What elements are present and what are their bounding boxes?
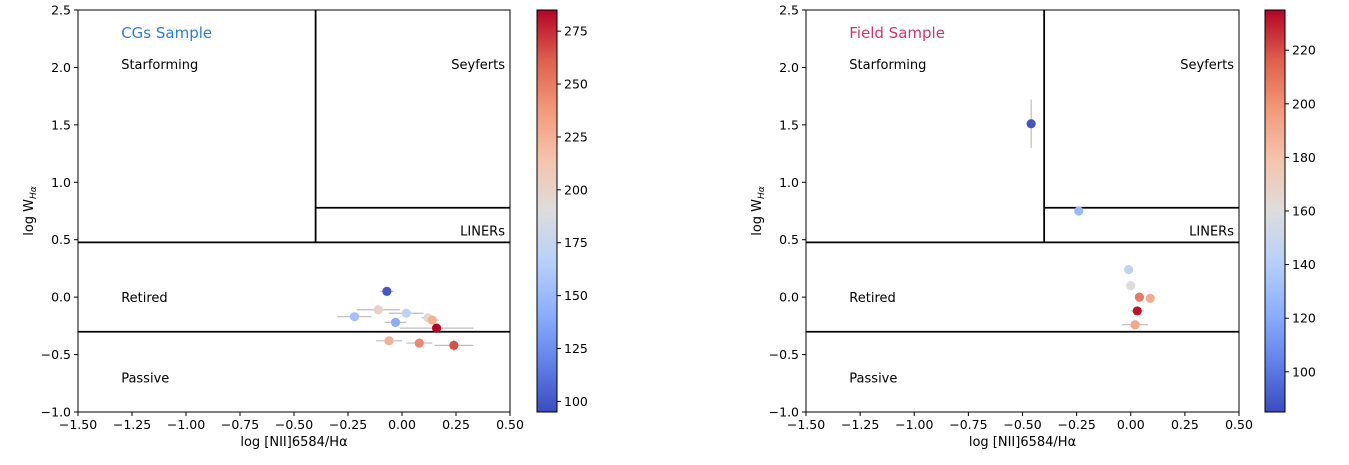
colorbar-tick-label: 160 [1292, 204, 1316, 219]
y-tick-label: 1.0 [51, 175, 71, 190]
chart-title: Field Sample [849, 24, 945, 42]
region-label: Starforming [849, 58, 926, 73]
data-point [431, 323, 442, 333]
y-tick-label: −1.0 [769, 405, 799, 420]
y-tick-label: 2.0 [51, 60, 71, 75]
y-tick-label: −0.5 [41, 347, 71, 362]
data-point [1130, 320, 1140, 330]
y-axis-label: log WHα [750, 186, 767, 236]
x-tick-label: 0.50 [496, 417, 524, 432]
chart-panel-1: Starforming Seyferts LINERs Retired Passive C… [22, 3, 588, 451]
y-axis-label-sub: Hα [757, 186, 767, 199]
colorbar-tick-label: 150 [564, 288, 588, 303]
data-point [349, 312, 360, 322]
y-tick-label: −1.0 [41, 405, 71, 420]
x-tick-label: −0.75 [221, 417, 259, 432]
y-tick-label: 0.0 [51, 290, 71, 305]
data-point [1132, 306, 1142, 316]
y-tick-label: 2.0 [779, 60, 799, 75]
colorbar-tick-label: 175 [564, 235, 588, 250]
colorbar-tick-label: 120 [1292, 311, 1316, 326]
x-tick-label: 0.25 [1171, 417, 1199, 432]
x-axis-label: log [NII]6584/Hα [969, 435, 1076, 450]
data-point [401, 308, 411, 318]
colorbar-tick-label: 140 [1292, 257, 1316, 272]
x-tick-label: −0.50 [1003, 417, 1041, 432]
x-tick-label: −0.25 [1057, 417, 1095, 432]
y-axis-label-main: log W [22, 199, 37, 236]
region-label: Seyferts [451, 58, 505, 73]
region-label: LINERs [460, 225, 505, 240]
y-tick-label: −0.5 [769, 347, 799, 362]
x-tick-label: 0.00 [388, 417, 416, 432]
x-tick-label: −1.00 [895, 417, 933, 432]
y-tick-label: 0.0 [779, 290, 799, 305]
colorbar-tick-label: 220 [1292, 43, 1316, 58]
colorbar-tick-label: 200 [1292, 96, 1316, 111]
data-point [1123, 264, 1134, 275]
region-label: Passive [121, 372, 169, 387]
x-tick-label: 0.50 [1225, 417, 1253, 432]
y-tick-label: 1.5 [779, 117, 799, 132]
x-tick-label: −1.25 [113, 417, 151, 432]
colorbar-tick-label: 275 [564, 24, 588, 39]
y-tick-label: 1.5 [51, 117, 71, 132]
chart-title: CGs Sample [121, 24, 212, 42]
data-point [382, 286, 392, 296]
colorbar-tick-label: 180 [1292, 150, 1316, 165]
x-tick-label: −1.50 [59, 417, 97, 432]
data-point [414, 338, 424, 348]
colorbar [1264, 9, 1286, 413]
y-tick-label: 2.5 [51, 3, 71, 18]
y-axis-label-sub: Hα [29, 186, 39, 199]
y-tick-label: 0.5 [51, 232, 71, 247]
region-label: Retired [121, 291, 167, 306]
region-label: LINERs [1189, 225, 1234, 240]
data-point [1126, 281, 1136, 291]
x-tick-label: −0.25 [329, 417, 367, 432]
data-point [427, 315, 437, 325]
colorbar-tick-label: 100 [564, 394, 588, 409]
colorbar-tick-label: 125 [564, 341, 588, 356]
y-tick-label: 2.5 [779, 3, 799, 18]
x-tick-label: 0.25 [442, 417, 470, 432]
y-tick-label: 0.5 [779, 232, 799, 247]
y-tick-label: 1.0 [779, 175, 799, 190]
chart-panel-2: Starforming Seyferts LINERs Retired Passive F… [750, 3, 1316, 451]
data-point [373, 305, 383, 315]
data-point [1134, 292, 1145, 302]
colorbar-tick-label: 225 [564, 129, 588, 144]
region-label: Starforming [121, 58, 198, 73]
x-tick-label: −1.00 [167, 417, 205, 432]
region-label: Retired [849, 291, 895, 306]
data-point [1026, 119, 1036, 129]
colorbar [536, 9, 558, 413]
region-label: Seyferts [1180, 58, 1234, 73]
x-tick-label: −1.25 [841, 417, 879, 432]
data-point [390, 317, 401, 328]
colorbar-tick-label: 200 [564, 182, 588, 197]
x-tick-label: −0.50 [275, 417, 313, 432]
data-point [384, 336, 394, 346]
y-axis-label-main: log W [750, 199, 765, 236]
colorbar-tick-label: 250 [564, 77, 588, 92]
x-axis-label: log [NII]6584/Hα [240, 435, 347, 450]
data-point [1074, 206, 1084, 216]
data-point [449, 340, 459, 350]
x-tick-label: 0.00 [1117, 417, 1145, 432]
region-label: Passive [849, 372, 897, 387]
colorbar-tick-label: 100 [1292, 364, 1316, 379]
x-tick-label: −0.75 [949, 417, 987, 432]
y-axis-label: log WHα [22, 186, 39, 236]
data-point [1145, 293, 1155, 303]
x-tick-label: −1.50 [787, 417, 825, 432]
